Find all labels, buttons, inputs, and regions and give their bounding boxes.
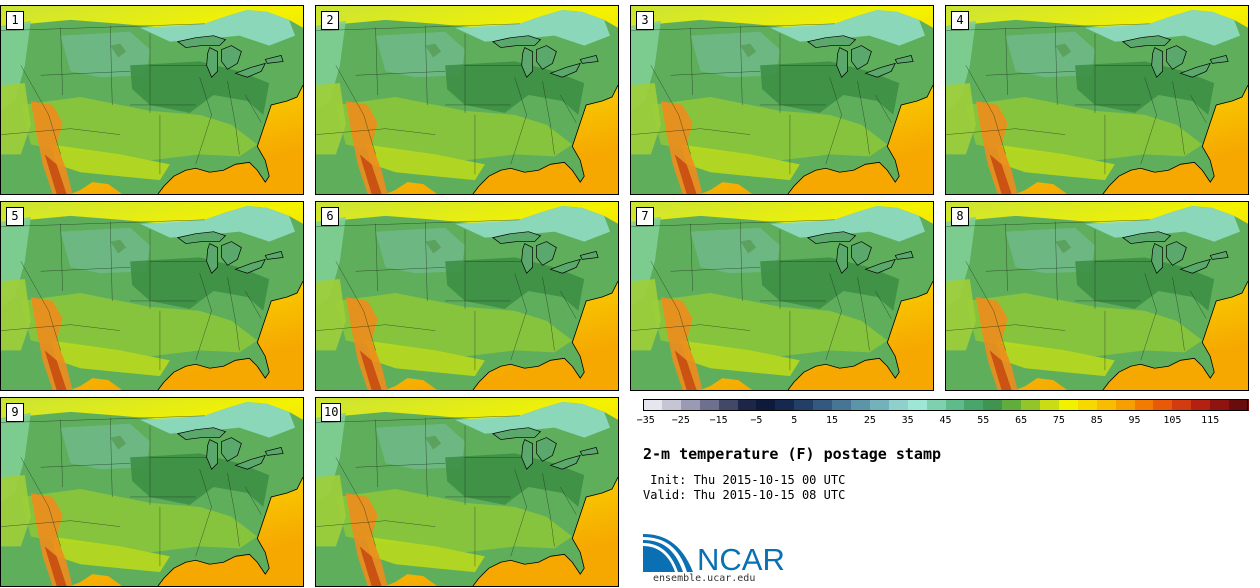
colorbar-swatch bbox=[832, 399, 852, 411]
colorbar-tick-label: 65 bbox=[1015, 415, 1028, 426]
colorbar-tick-label: −25 bbox=[671, 415, 690, 426]
colorbar-tick-label: −5 bbox=[750, 415, 763, 426]
colorbar-swatch bbox=[1134, 399, 1155, 411]
colorbar-swatch bbox=[1058, 399, 1079, 411]
colorbar-swatch bbox=[1096, 399, 1117, 411]
colorbar-swatch bbox=[718, 399, 739, 411]
colorbar-swatch bbox=[1172, 399, 1192, 411]
stamp-panel-5: 5 bbox=[0, 201, 304, 391]
colorbar-swatch bbox=[737, 399, 758, 411]
stamp-number: 1 bbox=[6, 11, 24, 30]
stamp-number: 3 bbox=[636, 11, 654, 30]
colorbar-swatch bbox=[850, 399, 871, 411]
website-label: ensemble.ucar.edu bbox=[653, 573, 756, 584]
colorbar-swatch bbox=[661, 399, 682, 411]
stamp-panel-6: 6 bbox=[315, 201, 619, 391]
stamp-number: 6 bbox=[321, 207, 339, 226]
temperature-map bbox=[1, 398, 303, 586]
stamp-number: 8 bbox=[951, 207, 969, 226]
colorbar-swatch bbox=[1002, 399, 1022, 411]
colorbar-swatch bbox=[888, 399, 909, 411]
colorbar-swatch bbox=[926, 399, 947, 411]
temperature-map bbox=[316, 202, 618, 390]
colorbar-tick-label: −15 bbox=[709, 415, 728, 426]
stamp-panel-4: 4 bbox=[945, 5, 1249, 195]
stamp-number: 4 bbox=[951, 11, 969, 30]
colorbar-swatch bbox=[1191, 399, 1211, 411]
colorbar-swatch bbox=[1021, 399, 1041, 411]
colorbar-swatch bbox=[699, 399, 720, 411]
stamp-panel-8: 8 bbox=[945, 201, 1249, 391]
colorbar-swatch bbox=[680, 399, 701, 411]
stamp-panel-1: 1 bbox=[0, 5, 304, 195]
colorbar-swatch bbox=[1040, 399, 1060, 411]
colorbar-tick-label: 55 bbox=[977, 415, 990, 426]
colorbar-swatch bbox=[869, 399, 890, 411]
ncar-logo: NCAR bbox=[643, 532, 793, 578]
colorbar-tick-label: 95 bbox=[1128, 415, 1141, 426]
colorbar-swatch bbox=[1210, 399, 1230, 411]
init-time: Init: Thu 2015-10-15 00 UTC bbox=[643, 473, 846, 487]
colorbar-swatch bbox=[1115, 399, 1136, 411]
colorbar-swatch bbox=[907, 399, 928, 411]
temperature-colorbar: −35 −25 −15 −5 5 15 25 35 45 55 65 75 85 95 105 115 bbox=[637, 399, 1249, 429]
stamp-panel-9: 9 bbox=[0, 397, 304, 587]
colorbar-swatch bbox=[983, 399, 1003, 411]
stamp-panel-10: 10 bbox=[315, 397, 619, 587]
stamp-number: 7 bbox=[636, 207, 654, 226]
chart-title: 2-m temperature (F) postage stamp bbox=[643, 445, 942, 463]
colorbar-tick-label: 15 bbox=[826, 415, 839, 426]
colorbar-swatch bbox=[813, 399, 833, 411]
temperature-map bbox=[946, 202, 1248, 390]
stamp-number: 9 bbox=[6, 403, 24, 422]
temperature-map bbox=[631, 6, 933, 194]
valid-time: Valid: Thu 2015-10-15 08 UTC bbox=[643, 488, 846, 502]
stamp-number: 5 bbox=[6, 207, 24, 226]
colorbar-swatch bbox=[794, 399, 814, 411]
colorbar-tick-label: 115 bbox=[1201, 415, 1220, 426]
temperature-map bbox=[1, 6, 303, 194]
temperature-map bbox=[946, 6, 1248, 194]
colorbar-swatch bbox=[756, 399, 776, 411]
temperature-map bbox=[1, 202, 303, 390]
stamp-panel-3: 3 bbox=[630, 5, 934, 195]
stamp-panel-2: 2 bbox=[315, 5, 619, 195]
colorbar-tick-label: 25 bbox=[863, 415, 876, 426]
stamp-number: 2 bbox=[321, 11, 339, 30]
colorbar-tick-label: 85 bbox=[1090, 415, 1103, 426]
colorbar-swatch bbox=[1077, 399, 1098, 411]
colorbar-swatch bbox=[945, 399, 965, 411]
temperature-map bbox=[316, 6, 618, 194]
colorbar-tick-label: −35 bbox=[636, 415, 655, 426]
colorbar-tick-label: 5 bbox=[791, 415, 798, 426]
stamp-number: 10 bbox=[321, 403, 342, 422]
colorbar-tick-label: 75 bbox=[1052, 415, 1065, 426]
colorbar-swatch bbox=[1153, 399, 1173, 411]
colorbar-swatch bbox=[643, 399, 663, 411]
temperature-map bbox=[631, 202, 933, 390]
temperature-map bbox=[316, 398, 618, 586]
colorbar-swatch bbox=[964, 399, 984, 411]
colorbar-tick-label: 45 bbox=[939, 415, 952, 426]
colorbar-swatch bbox=[1229, 399, 1249, 411]
colorbar-tick-label: 105 bbox=[1163, 415, 1182, 426]
colorbar-tick-label: 35 bbox=[901, 415, 914, 426]
colorbar-swatch bbox=[775, 399, 795, 411]
stamp-panel-7: 7 bbox=[630, 201, 934, 391]
ncar-logo-text: NCAR bbox=[697, 542, 785, 574]
